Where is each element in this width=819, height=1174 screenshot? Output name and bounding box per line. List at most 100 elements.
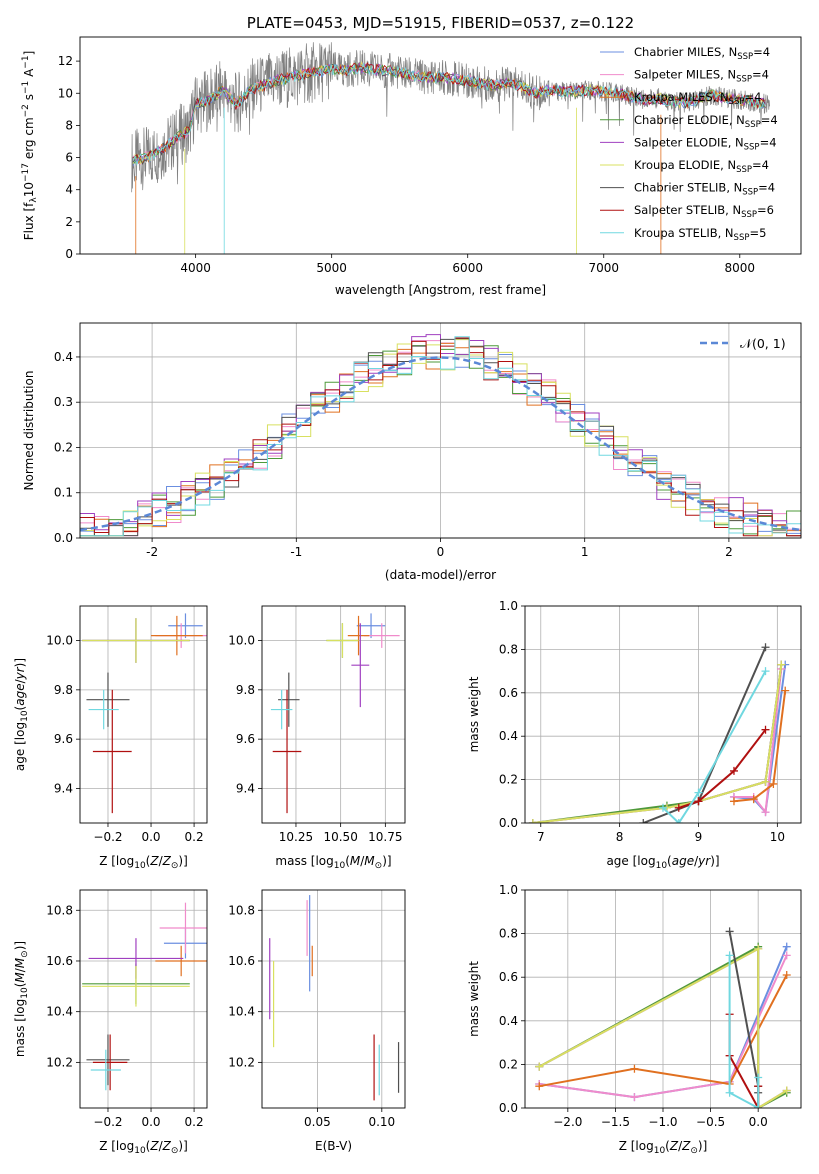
y-tick-label: 10.8	[46, 903, 73, 917]
x-tick-label: -2	[146, 545, 158, 559]
weight-marker-kroupa_stelib	[761, 667, 770, 676]
x-axis-label: Z [log10(Z/Z⊙)]	[619, 1139, 708, 1156]
y-tick-label: 0.2	[54, 440, 73, 454]
y-tick-label: 9.6	[54, 732, 73, 746]
y-tick-label: 8	[65, 118, 73, 132]
y-tick-label: 10.0	[228, 634, 255, 648]
x-axis-label: wavelength [Angstrom, rest frame]	[335, 283, 546, 297]
weight-marker-kroupa_elodie	[535, 1062, 544, 1071]
x-tick-label: 10.75	[368, 830, 402, 844]
histogram-kroupa_stelib	[80, 336, 801, 537]
y-tick-label: 0.2	[499, 773, 518, 787]
plot-frame-6	[261, 889, 406, 1109]
y-axis-label: mass weight	[467, 676, 481, 752]
y-tick-label: 0.0	[54, 531, 73, 545]
model-spectrum-salpeter_stelib	[132, 62, 766, 161]
weight-marker-kroupa_elodie	[528, 819, 537, 823]
legend-label-chabrier_miles: Chabrier MILES, NSSP=4	[634, 45, 770, 62]
y-tick-label: 0.0	[499, 1101, 518, 1115]
x-tick-label: 0	[437, 545, 445, 559]
weight-marker-kroupa_stelib	[754, 1073, 763, 1082]
axes-0: 4000 5000 6000 7000 8000 0 2 4 6 8 10 12	[58, 54, 755, 275]
y-tick-label: 10.0	[46, 634, 73, 648]
legend-label-chabrier_elodie: Chabrier ELODIE, NSSP=4	[634, 113, 778, 130]
y-axis-label: Normed distribution	[22, 371, 36, 491]
weight-marker-kroupa_stelib	[725, 951, 734, 960]
x-tick-label: 0.05	[304, 1115, 331, 1129]
x-tick-label: −0.2	[93, 830, 122, 844]
legend-label-gaussian: 𝒩(0, 1)	[740, 336, 786, 351]
x-tick-label: 8000	[725, 261, 756, 275]
weight-marker-salpeter_stelib	[674, 803, 683, 812]
x-tick-label: 0.2	[185, 830, 204, 844]
axes-2: −0.2 0.0 0.2 9.4 9.6 9.8 10.0	[46, 606, 207, 844]
x-tick-label: 0.0	[141, 830, 160, 844]
y-axis-label: Flux [fλ10−17 erg cm−2 s−1 A−1]	[21, 51, 39, 241]
y-tick-label: 0.8	[499, 642, 518, 656]
y-tick-label: 1.0	[499, 599, 518, 613]
plot-frame-histogram	[79, 322, 802, 539]
weight-marker-salpeter_miles	[782, 951, 791, 960]
y-tick-label: 1.0	[499, 883, 518, 897]
legend-label-salpeter_stelib: Salpeter STELIB, NSSP=6	[634, 203, 774, 220]
weights-7	[535, 927, 791, 1108]
errorbars-6	[269, 895, 400, 1101]
weight-marker-kroupa_elodie	[761, 777, 770, 786]
model-spectrum-kroupa_stelib	[132, 62, 766, 166]
y-tick-label: 0.4	[499, 1014, 518, 1028]
weight-marker-kroupa_stelib	[674, 819, 683, 823]
x-axis-label: E(B-V)	[315, 1139, 352, 1153]
y-tick-label: 0.3	[54, 395, 73, 409]
y-tick-label: 0	[65, 247, 73, 261]
weight-marker-kroupa_stelib	[754, 1104, 763, 1108]
y-tick-label: 10.8	[228, 903, 255, 917]
plot-frame-5	[79, 889, 208, 1109]
legend-spectrum: Chabrier MILES, NSSP=4 Salpeter MILES, NS…	[600, 45, 778, 243]
x-tick-label: −1.0	[648, 1115, 677, 1129]
legend-label-chabrier_stelib: Chabrier STELIB, NSSP=4	[634, 181, 775, 198]
y-axis-label: age [log10(age/yr)]	[13, 658, 30, 771]
spectrum-lines	[131, 42, 770, 254]
axes-3: 10.25 10.50 10.75 9.4 9.6 9.8 10.0	[228, 606, 405, 844]
weight-line-salpeter_stelib	[678, 729, 767, 809]
x-tick-label: 10	[770, 830, 785, 844]
legend-label-kroupa_miles: Kroupa MILES, NSSP=4	[634, 90, 761, 107]
y-tick-label: 10.4	[228, 1005, 255, 1019]
y-tick-label: 10.2	[46, 1055, 73, 1069]
y-tick-label: 0.4	[499, 729, 518, 743]
x-tick-label: 0.10	[368, 1115, 395, 1129]
y-tick-label: 0.8	[499, 927, 518, 941]
errorbars-5	[82, 902, 207, 1091]
legend-label-kroupa_stelib: Kroupa STELIB, NSSP=5	[634, 226, 766, 243]
weight-line-kroupa_stelib	[662, 670, 767, 823]
weight-marker-salpeter_stelib	[729, 766, 738, 775]
weight-marker-salpeter_miles	[761, 808, 770, 817]
plot-frame-2	[79, 605, 208, 824]
y-tick-label: 4	[65, 183, 73, 197]
weight-marker-salpeter_miles	[630, 1093, 639, 1102]
plot-frame-3	[261, 605, 406, 824]
x-tick-label: 1	[581, 545, 589, 559]
weight-marker-kroupa_miles	[749, 795, 758, 804]
weight-marker-kroupa_stelib	[725, 1088, 734, 1097]
x-axis-label: (data-model)/error	[385, 568, 496, 582]
x-tick-label: −0.2	[93, 1115, 122, 1129]
weight-marker-kroupa_elodie	[777, 660, 786, 669]
weight-marker-salpeter_stelib	[761, 725, 770, 734]
y-axis-label: mass [log10(M/M⊙)]	[13, 941, 30, 1057]
weight-marker-kroupa_miles	[630, 1064, 639, 1073]
x-tick-label: 0.0	[141, 1115, 160, 1129]
weight-marker-kroupa_miles	[729, 797, 738, 806]
x-tick-label: 2	[725, 545, 733, 559]
y-tick-label: 2	[65, 215, 73, 229]
y-tick-label: 10.2	[228, 1055, 255, 1069]
y-tick-label: 9.4	[236, 781, 255, 795]
x-tick-label: 8	[616, 830, 624, 844]
weights-4	[528, 643, 790, 823]
y-tick-label: 12	[58, 54, 73, 68]
y-tick-label: 10.4	[46, 1005, 73, 1019]
weight-marker-chabrier_stelib	[761, 643, 770, 652]
x-tick-label: 6000	[452, 261, 483, 275]
x-tick-label: 0.0	[749, 1115, 768, 1129]
x-axis-label: Z [log10(Z/Z⊙)]	[99, 854, 188, 871]
